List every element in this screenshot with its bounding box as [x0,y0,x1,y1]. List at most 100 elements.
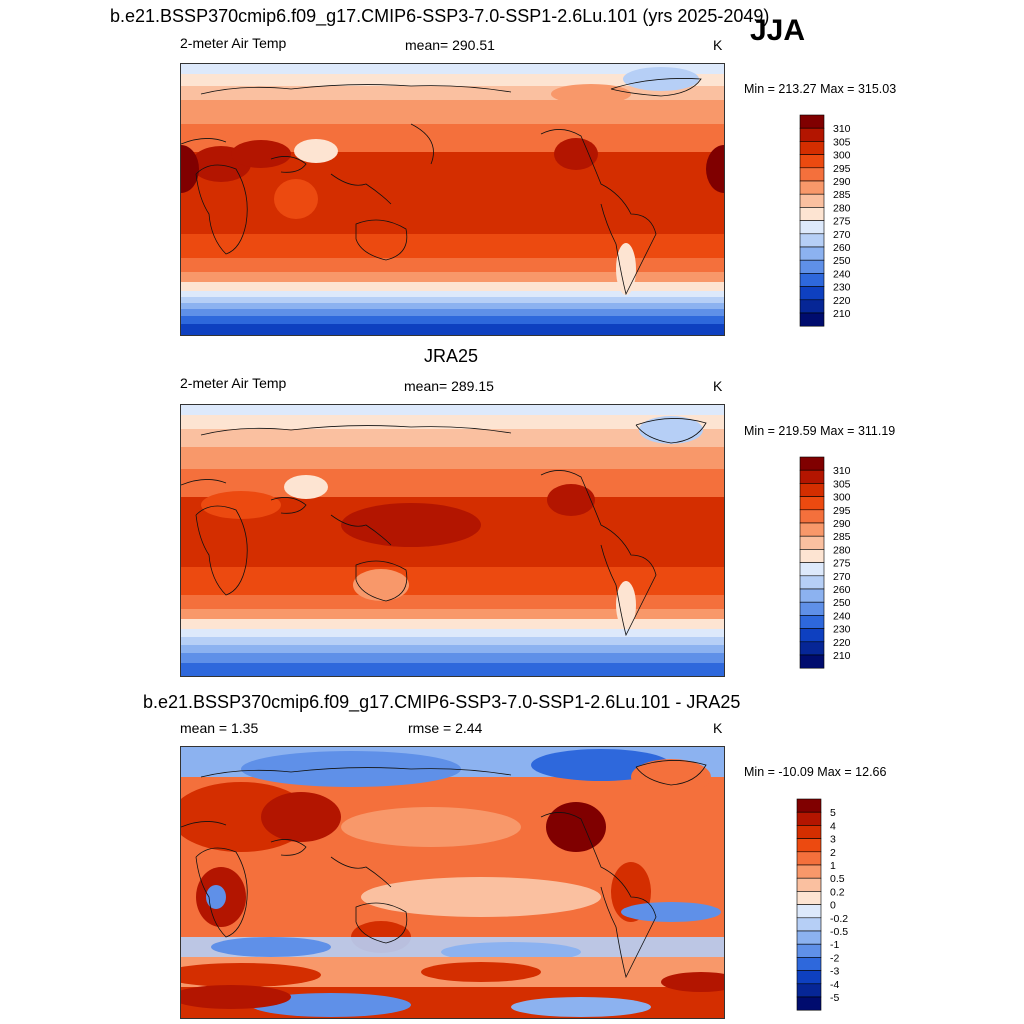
panel2-colorbar-swatch [799,575,825,590]
panel1-colorbar-swatch [799,114,825,129]
panel2-colorbar-swatch [799,522,825,537]
panel2-colorbar-tick-label: 280 [833,544,851,556]
panel2-colorbar-tick-label: 285 [833,531,851,543]
panel1-colorbar-tick-label: 250 [833,255,851,267]
panel2-mean-label: mean= 289.15 [404,378,494,394]
panel3-colorbar-tick-label: -5 [830,992,839,1004]
panel1-colorbar-tick-label: 295 [833,163,851,175]
panel3-colorbar-tick-label: -0.5 [830,926,848,938]
panel2-colorbar-tick-label: 240 [833,610,851,622]
panel3-colorbar-swatch [796,943,822,958]
panel2-colorbar-swatch [799,615,825,629]
panel3-colorbar: 5 4 3 2 1 0.5 0.2 0 -0.2 -0.5 -1 -2 -3 -4 -5 [796,798,877,1014]
panel2-temperature-map [180,404,725,677]
panel1-minmax-label: Min = 213.27 Max = 315.03 [744,82,897,96]
panel2-unit-label: K [713,378,723,394]
panel2-subtitle: JRA25 [424,346,479,366]
panel3-colorbar-swatch [796,904,822,919]
panel2-colorbar-tick-label: 275 [833,558,851,570]
figure-title: b.e21.BSSP370cmip6.f09_g17.CMIP6-SSP3-7.… [110,6,770,26]
panel1-colorbar-tick-label: 210 [833,308,851,320]
panel3-colorbar-tick-label: 4 [830,820,836,832]
panel1-colorbar-tick-label: 285 [833,189,851,201]
panel1-colorbar-swatch [799,273,825,287]
panel1-colorbar-swatch [799,286,825,301]
panel2-colorbar: 310 305 300 295 290 285 280 275 270 260 250 240 230 2… [799,456,880,672]
panel2-colorbar-tick-label: 290 [833,518,851,530]
panel1-colorbar-tick-label: 260 [833,242,851,254]
panel2-colorbar-tick-label: 295 [833,505,851,517]
panel2-variable-label: 2-meter Air Temp [180,375,287,391]
panel2-colorbar-tick-label: 220 [833,637,851,649]
panel1-colorbar-tick-label: 270 [833,229,851,241]
panel2-colorbar-swatch [799,588,825,603]
panel3-colorbar-swatch [796,877,822,892]
panel3-colorbar-tick-label: 0.2 [830,886,845,898]
panel2-colorbar-tick-label: 270 [833,571,851,583]
panel3-colorbar-swatch [796,838,822,853]
panel3-colorbar-tick-label: -2 [830,952,839,964]
panel2-colorbar-swatch [799,535,825,550]
panel1-colorbar-swatch [799,193,825,208]
panel1-colorbar-tick-label: 220 [833,295,851,307]
panel3-colorbar-swatch [796,957,822,971]
panel1-colorbar-tick-label: 240 [833,268,851,280]
panel3-colorbar-swatch [796,970,822,985]
panel2-colorbar-tick-label: 300 [833,492,851,504]
panel1-colorbar-tick-label: 300 [833,150,851,162]
panel3-colorbar-tick-label: 5 [830,807,836,819]
panel3-colorbar-tick-label: 1 [830,860,836,872]
panel3-colorbar-swatch [796,825,822,839]
panel2-colorbar-swatch [799,549,825,563]
panel2-colorbar-swatch [799,562,825,577]
season-label: JJA [750,14,806,47]
panel1-colorbar-swatch [799,299,825,314]
panel1-colorbar-tick-label: 230 [833,282,851,294]
panel2-colorbar-swatch [799,509,825,524]
panel1-colorbar-swatch [799,180,825,195]
panel1-colorbar-tick-label: 305 [833,136,851,148]
panel1-temperature-map [180,63,725,336]
panel1-colorbar-swatch [799,233,825,248]
panel1-unit-label: K [713,37,723,53]
panel3-minmax-label: Min = -10.09 Max = 12.66 [744,765,887,779]
panel1-colorbar-tick-label: 280 [833,202,851,214]
panel3-colorbar-swatch [796,864,822,879]
panel3-colorbar-tick-label: 0.5 [830,873,845,885]
panel3-colorbar-swatch [796,851,822,866]
panel3-rmse-label: rmse = 2.44 [408,720,483,736]
panel1-colorbar-swatch [799,246,825,261]
panel3-colorbar-tick-label: 0 [830,900,836,912]
panel3-colorbar-swatch [796,811,822,826]
panel1-colorbar-swatch [799,127,825,142]
panel2-colorbar-swatch [799,601,825,616]
panel1-colorbar-swatch [799,259,825,274]
panel1-colorbar-swatch [799,154,825,169]
panel2-colorbar-tick-label: 305 [833,478,851,490]
panel2-minmax-label: Min = 219.59 Max = 311.19 [744,424,896,438]
panel3-colorbar-tick-label: 3 [830,834,836,846]
panel3-difference-map [180,746,725,1019]
panel2-colorbar-swatch [799,483,825,497]
panel2-colorbar-swatch [799,654,825,669]
panel3-colorbar-swatch [796,996,822,1011]
panel1-colorbar-swatch [799,141,825,155]
panel2-colorbar-tick-label: 230 [833,624,851,636]
panel2-colorbar-swatch [799,456,825,471]
panel2-colorbar-tick-label: 250 [833,597,851,609]
panel2-colorbar-swatch [799,628,825,643]
panel3-colorbar-tick-label: -4 [830,979,839,991]
panel2-colorbar-tick-label: 210 [833,650,851,662]
panel1-colorbar-swatch [799,207,825,221]
panel3-mean-label: mean = 1.35 [180,720,259,736]
panel3-colorbar-tick-label: -1 [830,939,839,951]
panel3-colorbar-tick-label: 2 [830,847,836,859]
panel3-colorbar-swatch [796,917,822,932]
panel2-colorbar-swatch [799,469,825,484]
panel2-colorbar-swatch [799,641,825,656]
panel1-variable-label: 2-meter Air Temp [180,35,287,51]
panel2-colorbar-tick-label: 310 [833,465,851,477]
panel3-colorbar-swatch [796,891,822,905]
panel3-colorbar-swatch [796,983,822,998]
panel1-colorbar-swatch [799,167,825,182]
